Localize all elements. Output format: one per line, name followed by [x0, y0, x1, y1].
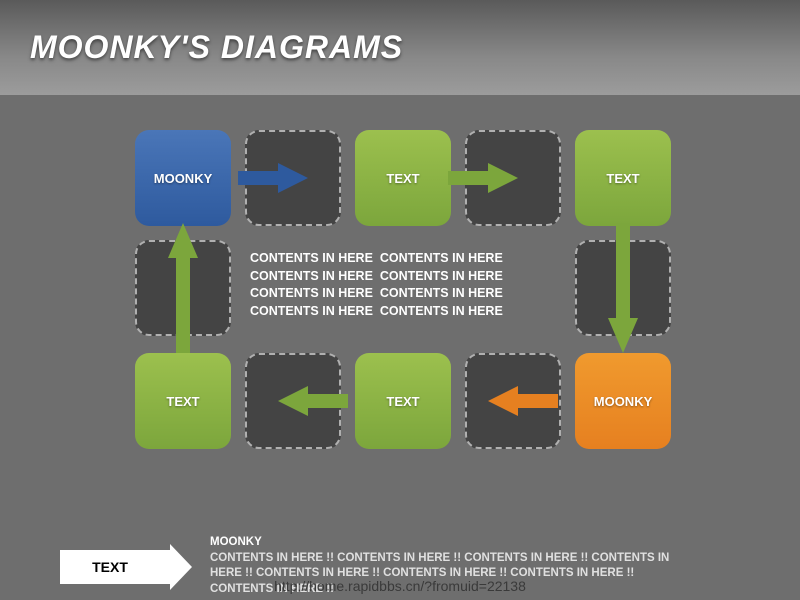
arrow-left-icon	[278, 386, 348, 416]
box-label: TEXT	[386, 171, 419, 186]
box-r3c2: TEXT	[355, 353, 451, 449]
box-label: TEXT	[166, 394, 199, 409]
arrow-right-icon	[238, 163, 308, 193]
box-label: MOONKY	[594, 394, 653, 409]
arrow-left-icon	[488, 386, 558, 416]
center-text-block: CONTENTS IN HERE CONTENTS IN HERE CONTEN…	[250, 250, 503, 320]
footer-url: http://home.rapidbbs.cn/?fromuid=22138	[0, 578, 800, 594]
diagram-stage: MOONKY TEXT TEXT TEXT TEXT MOONKY CONTEN…	[0, 95, 800, 600]
footer-heading: MOONKY	[210, 535, 690, 551]
box-r3c4: MOONKY	[575, 353, 671, 449]
box-r1c2: TEXT	[355, 130, 451, 226]
box-label: TEXT	[386, 394, 419, 409]
box-r1c0: MOONKY	[135, 130, 231, 226]
box-label: TEXT	[606, 171, 639, 186]
arrow-right-icon	[448, 163, 518, 193]
box-label: MOONKY	[154, 171, 213, 186]
box-r3c0: TEXT	[135, 353, 231, 449]
arrow-down-icon	[608, 223, 638, 353]
header-band: MOONKY'S DIAGRAMS	[0, 0, 800, 95]
page-title: MOONKY'S DIAGRAMS	[30, 29, 403, 66]
footer-arrow-label: TEXT	[92, 559, 128, 575]
arrow-up-icon	[168, 223, 198, 353]
box-r1c4: TEXT	[575, 130, 671, 226]
